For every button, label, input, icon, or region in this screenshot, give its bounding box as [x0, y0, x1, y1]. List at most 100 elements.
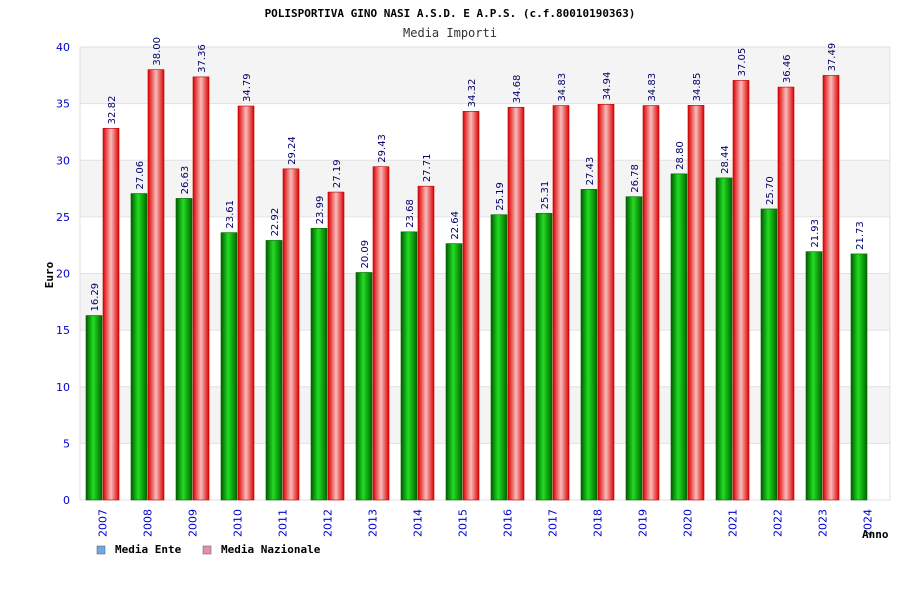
x-tick-label-2019: 2019 [637, 509, 650, 537]
bar-media-nazionale-2021 [732, 80, 750, 501]
y-tick-label: 0 [63, 494, 70, 507]
value-label-media-nazionale-2015: 34.32 [467, 79, 478, 108]
x-tick-label-2024: 2024 [862, 509, 875, 537]
bar-media-nazionale-2015 [462, 111, 480, 501]
bar-media-nazionale-2019 [642, 105, 660, 501]
bar-media-ente-2015 [445, 243, 463, 501]
x-tick-label-2014: 2014 [412, 509, 425, 537]
value-label-media-nazionale-2019: 34.83 [647, 73, 658, 102]
value-label-media-nazionale-2008: 38.00 [152, 37, 163, 66]
value-label-media-nazionale-2022: 36.46 [782, 54, 793, 83]
x-tick-label-2010: 2010 [232, 509, 245, 537]
bar-media-ente-2010 [220, 232, 238, 501]
bar-media-nazionale-2011 [282, 168, 300, 501]
legend-label-media-ente: Media Ente [115, 543, 182, 556]
bar-media-nazionale-2007 [102, 128, 120, 501]
value-label-media-ente-2016: 25.19 [495, 182, 506, 211]
plot-band [80, 216, 890, 274]
plot-border [79, 46, 891, 501]
plot-band [80, 273, 890, 331]
value-label-media-ente-2011: 22.92 [270, 208, 281, 237]
bar-media-ente-2024 [850, 253, 868, 501]
x-tick-label-2008: 2008 [142, 509, 155, 537]
value-label-media-ente-2013: 20.09 [360, 240, 371, 269]
value-label-media-nazionale-2018: 34.94 [602, 72, 613, 101]
bar-media-nazionale-2016 [507, 106, 525, 501]
y-tick-label: 20 [56, 268, 70, 281]
value-label-media-ente-2020: 28.80 [675, 141, 686, 170]
x-axis-ticks: 2007 2008 2009 2010 2011 2012 2013 2014 2015 2016… [97, 509, 875, 537]
plot-background [79, 46, 891, 501]
legend-swatch-media-ente [96, 545, 106, 555]
y-tick-label: 10 [56, 381, 70, 394]
x-axis-label: Anno [862, 528, 889, 541]
value-label-media-nazionale-2013: 29.43 [377, 134, 388, 163]
x-tick-label-2007: 2007 [97, 509, 110, 537]
x-tick-label-2021: 2021 [727, 509, 740, 537]
bar-media-ente-2020 [670, 173, 688, 501]
value-label-media-ente-2017: 25.31 [540, 181, 551, 210]
bar-media-ente-2012 [310, 228, 328, 501]
value-label-media-ente-2015: 22.64 [450, 211, 461, 240]
value-label-media-ente-2012: 23.99 [315, 196, 326, 225]
bar-media-ente-2009 [175, 198, 193, 501]
bar-media-nazionale-2022 [777, 86, 795, 501]
value-labels-group: 16.29 32.82 27.06 38.00 26.63 37.36 23.61 34.79… [90, 37, 866, 312]
value-label-media-nazionale-2016: 34.68 [512, 75, 523, 104]
value-label-media-ente-2007: 16.29 [90, 283, 101, 312]
value-label-media-ente-2022: 25.70 [765, 176, 776, 205]
y-tick-label: 35 [56, 98, 70, 111]
value-label-media-nazionale-2010: 34.79 [242, 73, 253, 102]
x-tick-label-2015: 2015 [457, 509, 470, 537]
bar-media-nazionale-2009 [192, 76, 210, 501]
bar-media-ente-2014 [400, 231, 418, 501]
value-label-media-nazionale-2020: 34.85 [692, 73, 703, 102]
value-label-media-ente-2023: 21.93 [810, 219, 821, 248]
legend-label-media-nazionale: Media Nazionale [221, 543, 321, 556]
x-tick-label-2017: 2017 [547, 509, 560, 537]
bar-media-nazionale-2023 [822, 75, 840, 501]
value-label-media-ente-2014: 23.68 [405, 199, 416, 228]
value-label-media-nazionale-2014: 27.71 [422, 154, 433, 183]
bar-media-ente-2019 [625, 196, 643, 501]
y-tick-label: 15 [56, 324, 70, 337]
y-axis-ticks: 0 5 10 15 20 25 30 35 40 [56, 41, 70, 507]
bar-media-ente-2016 [490, 214, 508, 501]
bar-media-ente-2007 [85, 315, 103, 501]
bar-media-ente-2008 [130, 193, 148, 501]
bar-media-nazionale-2017 [552, 105, 570, 501]
bar-media-nazionale-2012 [327, 191, 345, 501]
bar-media-nazionale-2020 [687, 105, 705, 501]
x-tick-label-2013: 2013 [367, 509, 380, 537]
y-tick-label: 25 [56, 211, 70, 224]
bar-media-ente-2023 [805, 251, 823, 501]
legend-swatch-media-nazionale [202, 545, 212, 555]
x-tick-label-2023: 2023 [817, 509, 830, 537]
bar-media-ente-2021 [715, 177, 733, 501]
bar-media-nazionale-2014 [417, 185, 435, 501]
plot-band [80, 103, 890, 161]
x-tick-label-2016: 2016 [502, 509, 515, 537]
bar-media-ente-2018 [580, 189, 598, 501]
plot-band [80, 330, 890, 387]
bar-media-nazionale-2018 [597, 104, 615, 501]
x-tick-label-2009: 2009 [187, 509, 200, 537]
x-tick-label-2022: 2022 [772, 509, 785, 537]
bar-media-ente-2017 [535, 213, 553, 501]
value-label-media-ente-2024: 21.73 [855, 221, 866, 250]
value-label-media-ente-2018: 27.43 [585, 157, 596, 186]
value-label-media-nazionale-2009: 37.36 [197, 44, 208, 73]
bars-group [85, 69, 868, 501]
value-label-media-ente-2019: 26.78 [630, 164, 641, 193]
bar-media-ente-2011 [265, 240, 283, 501]
value-label-media-ente-2021: 28.44 [720, 145, 731, 174]
value-label-media-nazionale-2012: 27.19 [332, 159, 343, 188]
value-label-media-ente-2008: 27.06 [135, 161, 146, 190]
value-label-media-nazionale-2021: 37.05 [737, 48, 748, 77]
bar-media-nazionale-2010 [237, 105, 255, 501]
bar-media-ente-2022 [760, 208, 778, 501]
value-label-media-nazionale-2011: 29.24 [287, 136, 298, 165]
value-label-media-nazionale-2007: 32.82 [107, 96, 118, 125]
